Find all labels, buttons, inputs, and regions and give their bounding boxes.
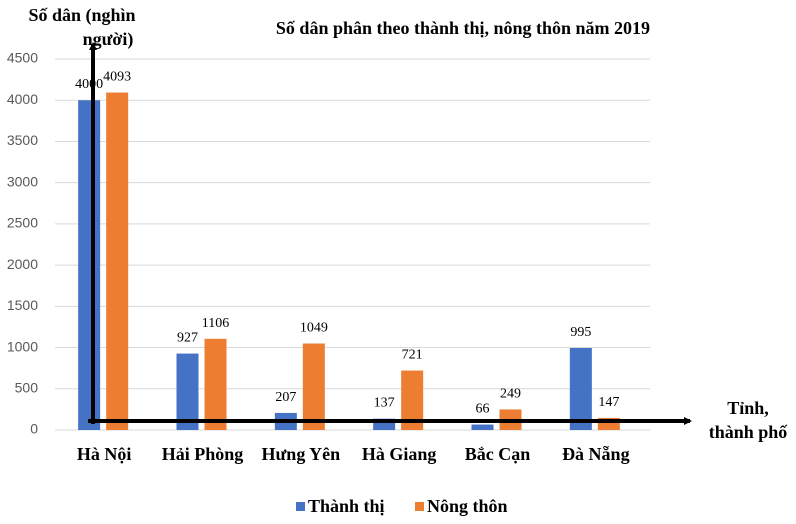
x-tick-label: Hải Phòng <box>162 444 244 464</box>
y-tick-label: 0 <box>30 421 38 437</box>
legend-label: Nông thôn <box>427 496 508 516</box>
legend-swatch <box>296 502 305 511</box>
data-label: 207 <box>275 390 296 405</box>
y-tick-label: 4500 <box>7 50 38 66</box>
data-label: 995 <box>570 325 591 340</box>
data-label: 249 <box>500 386 521 401</box>
bar <box>106 92 129 431</box>
x-tick-label: Bắc Cạn <box>465 444 531 464</box>
x-axis-label: Tỉnh, <box>727 398 769 418</box>
data-label: 1049 <box>300 321 328 336</box>
data-label: 147 <box>598 395 619 410</box>
bar <box>569 347 592 430</box>
data-label: 66 <box>476 402 490 417</box>
x-tick-label: Hà Giang <box>362 444 437 464</box>
y-tick-label: 2000 <box>7 256 38 272</box>
bar <box>204 338 227 430</box>
bar <box>78 100 101 430</box>
x-tick-label: Hưng Yên <box>262 444 341 464</box>
y-tick-label: 4000 <box>7 91 38 107</box>
chart-title: Số dân phân theo thành thị, nông thôn nă… <box>276 18 650 38</box>
data-label: 137 <box>374 396 395 411</box>
x-tick-label: Đà Nẵng <box>562 444 630 464</box>
bar <box>176 353 199 430</box>
data-label: 927 <box>177 331 198 346</box>
bar <box>471 424 494 430</box>
y-tick-label: 500 <box>15 379 39 395</box>
y-tick-label: 1000 <box>7 338 38 354</box>
bar <box>401 370 424 430</box>
legend-swatch <box>415 502 424 511</box>
y-axis-label: người) <box>83 29 134 50</box>
data-label: 4000 <box>75 77 103 92</box>
bar <box>302 343 325 430</box>
y-tick-label: 1500 <box>7 297 38 313</box>
y-tick-label: 2500 <box>7 215 38 231</box>
x-axis-label: thành phố <box>709 422 789 442</box>
plot-area: 0 500 1000 1500 2000 2500 3000 3500 4000 4500 Hà N… <box>7 50 650 464</box>
data-label: 1106 <box>202 316 229 331</box>
y-tick-label: 3500 <box>7 132 38 148</box>
legend-label: Thành thị <box>308 496 385 516</box>
y-tick-label: 3000 <box>7 173 38 189</box>
x-tick-label: Hà Nội <box>77 444 132 464</box>
data-label: 4093 <box>103 70 131 85</box>
y-axis-label: Số dân (nghìn <box>28 5 135 26</box>
data-label: 721 <box>402 348 423 363</box>
bar <box>373 418 396 430</box>
